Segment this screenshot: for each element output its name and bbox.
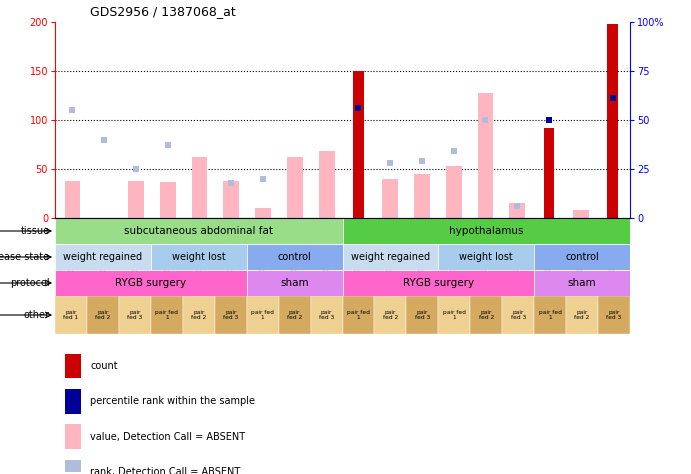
Text: other: other: [23, 310, 50, 320]
Text: pair
fed 3: pair fed 3: [607, 310, 622, 320]
Text: pair fed
1: pair fed 1: [539, 310, 562, 320]
Text: pair
fed 3: pair fed 3: [127, 310, 142, 320]
Bar: [534, 270, 630, 296]
Text: GDS2956 / 1387068_at: GDS2956 / 1387068_at: [90, 5, 236, 18]
Bar: [573, 210, 589, 218]
Bar: [287, 157, 303, 218]
Bar: [223, 181, 239, 218]
Text: rank, Detection Call = ABSENT: rank, Detection Call = ABSENT: [90, 467, 240, 474]
Text: weight lost: weight lost: [460, 252, 513, 262]
Bar: [343, 270, 534, 296]
Bar: [438, 244, 534, 270]
Text: pair
fed 2: pair fed 2: [574, 310, 589, 320]
Text: hypothalamus: hypothalamus: [449, 226, 524, 236]
Bar: [382, 179, 398, 218]
Bar: [414, 174, 430, 218]
Text: tissue: tissue: [20, 226, 50, 236]
Text: RYGB surgery: RYGB surgery: [115, 278, 187, 288]
Text: pair
fed 1: pair fed 1: [64, 310, 79, 320]
Bar: [151, 296, 183, 334]
Text: pair
fed 2: pair fed 2: [95, 310, 111, 320]
Text: count: count: [90, 361, 117, 371]
Bar: [343, 296, 375, 334]
Text: protocol: protocol: [10, 278, 50, 288]
Bar: [55, 270, 247, 296]
Text: pair fed
1: pair fed 1: [252, 310, 274, 320]
Text: sham: sham: [281, 278, 309, 288]
Text: pair
fed 2: pair fed 2: [287, 310, 302, 320]
Bar: [471, 296, 502, 334]
Bar: [566, 296, 598, 334]
Bar: [477, 92, 493, 218]
Bar: [183, 296, 215, 334]
Bar: [446, 166, 462, 218]
Bar: [278, 296, 310, 334]
Text: pair
fed 2: pair fed 2: [191, 310, 207, 320]
Bar: [160, 182, 176, 218]
Bar: [353, 71, 363, 218]
Text: pair fed
1: pair fed 1: [155, 310, 178, 320]
Bar: [343, 244, 438, 270]
Bar: [509, 203, 525, 218]
Text: weight regained: weight regained: [351, 252, 430, 262]
Bar: [215, 296, 247, 334]
Bar: [55, 218, 343, 244]
Text: pair
fed 3: pair fed 3: [319, 310, 334, 320]
Bar: [64, 181, 80, 218]
Bar: [247, 270, 343, 296]
Bar: [128, 181, 144, 218]
Bar: [544, 128, 554, 218]
Text: control: control: [278, 252, 312, 262]
Bar: [64, 424, 81, 449]
Bar: [607, 24, 618, 218]
Bar: [191, 157, 207, 218]
Bar: [406, 296, 438, 334]
Bar: [151, 244, 247, 270]
Bar: [119, 296, 151, 334]
Text: pair
fed 2: pair fed 2: [479, 310, 494, 320]
Text: pair
fed 3: pair fed 3: [223, 310, 238, 320]
Text: subcutaneous abdominal fat: subcutaneous abdominal fat: [124, 226, 273, 236]
Bar: [375, 296, 406, 334]
Bar: [64, 460, 81, 474]
Bar: [255, 208, 271, 218]
Bar: [247, 296, 278, 334]
Text: disease state: disease state: [0, 252, 50, 262]
Bar: [319, 151, 334, 218]
Text: pair
fed 3: pair fed 3: [511, 310, 526, 320]
Text: RYGB surgery: RYGB surgery: [403, 278, 474, 288]
Text: value, Detection Call = ABSENT: value, Detection Call = ABSENT: [90, 432, 245, 442]
Bar: [438, 296, 471, 334]
Bar: [64, 354, 81, 378]
Bar: [534, 244, 630, 270]
Text: control: control: [565, 252, 599, 262]
Text: pair
fed 3: pair fed 3: [415, 310, 430, 320]
Bar: [55, 296, 87, 334]
Text: weight lost: weight lost: [172, 252, 226, 262]
Bar: [598, 296, 630, 334]
Bar: [343, 218, 630, 244]
Text: sham: sham: [568, 278, 596, 288]
Text: pair
fed 2: pair fed 2: [383, 310, 398, 320]
Text: percentile rank within the sample: percentile rank within the sample: [90, 396, 255, 406]
Bar: [247, 244, 343, 270]
Bar: [310, 296, 343, 334]
Bar: [55, 244, 151, 270]
Bar: [502, 296, 534, 334]
Text: pair fed
1: pair fed 1: [347, 310, 370, 320]
Bar: [87, 296, 119, 334]
Bar: [534, 296, 566, 334]
Text: pair fed
1: pair fed 1: [443, 310, 466, 320]
Bar: [64, 389, 81, 413]
Text: weight regained: weight regained: [64, 252, 142, 262]
